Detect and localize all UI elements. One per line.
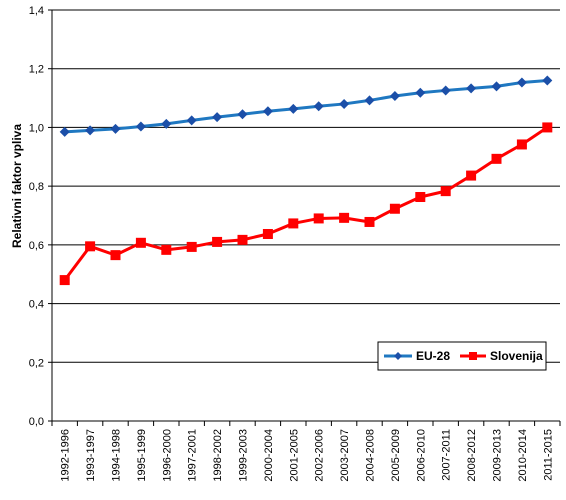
- x-tick-label: 1993-1997: [85, 429, 97, 482]
- data-point: [288, 218, 299, 229]
- y-tick-label: 0,8: [29, 181, 44, 193]
- data-point: [364, 95, 375, 106]
- gridlines: [52, 9, 560, 363]
- data-point: [135, 121, 146, 132]
- x-tick-label: 1992-1996: [60, 429, 72, 482]
- data-point: [237, 234, 248, 245]
- x-tick-labels: 1992-1996 1993-1997 1994-1998 1995-1999 1996…: [60, 429, 555, 482]
- y-tick-labels: 0,0 0,2 0,4 0,6 0,8 1,0 1,2 1,4: [29, 5, 44, 428]
- data-point: [313, 213, 324, 224]
- x-tick-label: 1996-2000: [161, 429, 173, 482]
- series-2: [59, 122, 553, 286]
- data-point: [262, 228, 273, 239]
- data-point: [491, 81, 502, 92]
- data-point: [59, 126, 70, 137]
- x-tick-label: 2007-2011: [441, 429, 453, 481]
- data-point: [389, 203, 400, 214]
- data-point: [186, 115, 197, 126]
- y-tick-label: 1,4: [29, 5, 44, 17]
- data-point: [212, 112, 223, 123]
- x-tick-label: 2004-2008: [365, 429, 377, 482]
- data-point: [59, 275, 70, 286]
- y-tick-label: 0,6: [29, 240, 44, 252]
- x-tick-label: 1998-2002: [212, 429, 224, 482]
- axes: [48, 9, 561, 426]
- legend-item: Slovenija: [460, 349, 543, 363]
- x-tick-label: 2001-2005: [288, 429, 300, 482]
- data-point: [135, 237, 146, 248]
- y-tick-label: 1,2: [29, 64, 44, 76]
- data-point: [339, 212, 350, 223]
- y-tick-label: 1,0: [29, 122, 44, 134]
- legend: EU-28 Slovenija: [377, 341, 547, 371]
- y-tick-label: 0,2: [29, 357, 44, 369]
- x-tick-label: 2002-2006: [314, 429, 326, 482]
- data-point: [466, 83, 477, 94]
- series-line: [63, 126, 549, 281]
- data-point: [389, 91, 400, 102]
- legend-marker: [394, 352, 402, 360]
- data-point: [110, 250, 121, 261]
- data-point: [516, 139, 527, 150]
- data-point: [415, 87, 426, 98]
- x-tick-label: 2000-2004: [263, 429, 275, 482]
- x-tick-label: 2008-2012: [466, 429, 478, 482]
- data-point: [161, 118, 172, 129]
- x-tick-label: 2006-2010: [415, 429, 427, 482]
- x-tick-label: 2011-2015: [542, 429, 554, 481]
- data-point: [313, 101, 324, 112]
- data-point: [415, 192, 426, 203]
- y-tick-label: 0,0: [29, 416, 44, 428]
- data-point: [110, 123, 121, 134]
- data-point: [440, 186, 451, 197]
- x-tick-label: 2009-2013: [492, 429, 504, 482]
- legend-marker: [469, 352, 477, 360]
- x-tick-label: 1995-1999: [136, 429, 148, 482]
- data-point: [85, 125, 96, 136]
- data-point: [542, 75, 553, 86]
- data-point: [491, 153, 502, 164]
- data-point: [466, 170, 477, 181]
- data-point: [288, 103, 299, 114]
- data-point: [339, 98, 350, 109]
- data-point: [85, 241, 96, 252]
- legend-item: EU-28: [384, 349, 450, 363]
- x-tick-label: 2005-2009: [390, 429, 402, 482]
- data-point: [516, 77, 527, 88]
- x-tick-label: 2003-2007: [339, 429, 351, 482]
- data-point: [262, 106, 273, 117]
- x-tick-label: 1999-2003: [238, 429, 250, 482]
- data-point: [237, 109, 248, 120]
- x-tick-label: 2010-2014: [517, 429, 529, 482]
- y-tick-label: 0,4: [29, 299, 44, 311]
- data-point: [212, 236, 223, 247]
- series-1: [59, 75, 553, 137]
- x-tick-label: 1997-2001: [187, 429, 199, 482]
- series-lines: [59, 75, 553, 286]
- data-point: [364, 216, 375, 227]
- data-point: [542, 122, 553, 133]
- data-point: [440, 85, 451, 96]
- data-point: [186, 241, 197, 252]
- legend-label: EU-28: [416, 349, 450, 363]
- data-point: [161, 244, 172, 255]
- legend-label: Slovenija: [490, 349, 543, 363]
- y-axis-label: Relativni faktor vpliva: [10, 124, 24, 248]
- x-tick-label: 1994-1998: [111, 429, 123, 482]
